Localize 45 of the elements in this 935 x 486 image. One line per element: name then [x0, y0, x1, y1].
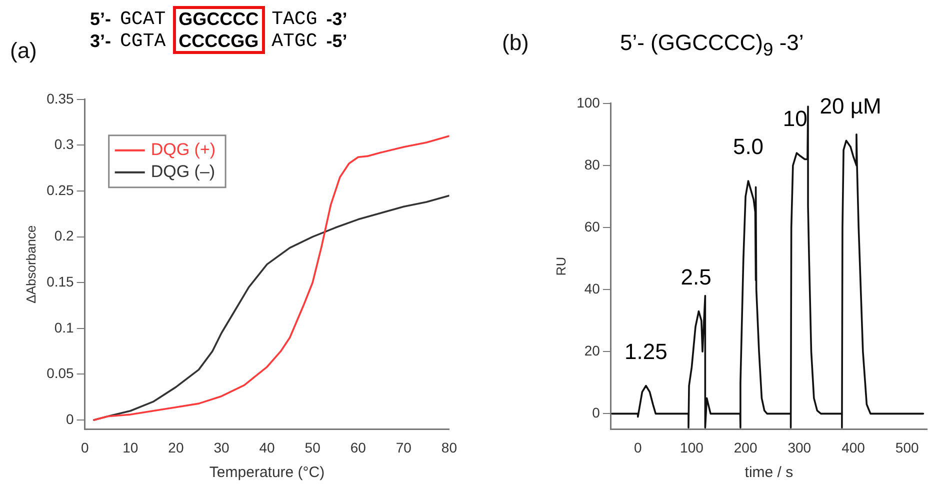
x-tick-label: 200: [734, 439, 758, 456]
y-tick-label: 0.35: [46, 90, 74, 106]
annotation: 2.5: [680, 264, 712, 290]
x-tick-label: 40: [259, 439, 276, 456]
x-tick-label: 0: [80, 439, 89, 456]
chart-title: (b): [502, 30, 529, 56]
annotation: 10: [782, 106, 808, 132]
y-tick-label: 100: [576, 94, 600, 110]
x-tick-label: 70: [396, 439, 412, 456]
x-axis-title: time / s: [744, 464, 794, 482]
x-tick-label: 0: [634, 439, 642, 456]
text: 5’- GCAT GGCCCC TACG -3’: [90, 8, 348, 30]
x-tick-label: 100: [680, 439, 704, 456]
y-tick-label: 0.25: [46, 182, 74, 198]
x-tick-label: 80: [441, 439, 458, 456]
annotation: 20 µM: [820, 94, 882, 119]
x-tick-label: 60: [350, 439, 366, 456]
annotation: 1.25: [624, 338, 668, 364]
y-axis-title: ΔAbsorbance: [23, 225, 38, 304]
annotation: 5.0: [732, 134, 764, 160]
x-tick-label: 300: [788, 439, 812, 456]
legend-label: DQG (+): [150, 140, 216, 160]
chart-title: (a): [10, 38, 37, 64]
text: 3’- CGTA CCCCGG ATGC -5’: [90, 30, 348, 52]
y-tick-label: 0.1: [54, 319, 74, 336]
y-tick-label: 0: [66, 410, 74, 427]
legend-label: DQG (–): [150, 162, 216, 182]
x-tick-label: 500: [895, 439, 919, 456]
y-tick-label: 20: [584, 342, 600, 358]
y-tick-label: 0.3: [54, 136, 74, 152]
x-tick-label: 20: [168, 439, 184, 456]
x-tick-label: 30: [214, 439, 230, 456]
y-tick-label: 60: [584, 218, 600, 234]
y-tick-label: 0.2: [54, 228, 74, 244]
x-tick-label: 10: [122, 439, 138, 456]
chart-subtitle: 5’- (GGCCCC)$_{9}$ -3’: [620, 30, 804, 60]
y-tick-label: 0: [592, 404, 600, 421]
y-tick-label: 40: [584, 280, 600, 296]
y-tick-label: 0.15: [46, 273, 74, 290]
x-axis-title: Temperature (°C): [209, 464, 325, 482]
y-tick-label: 80: [584, 156, 600, 172]
y-axis-title: RU: [553, 256, 568, 276]
x-tick-label: 400: [842, 439, 866, 456]
y-tick-label: 0.05: [46, 365, 74, 382]
x-tick-label: 50: [304, 439, 321, 456]
